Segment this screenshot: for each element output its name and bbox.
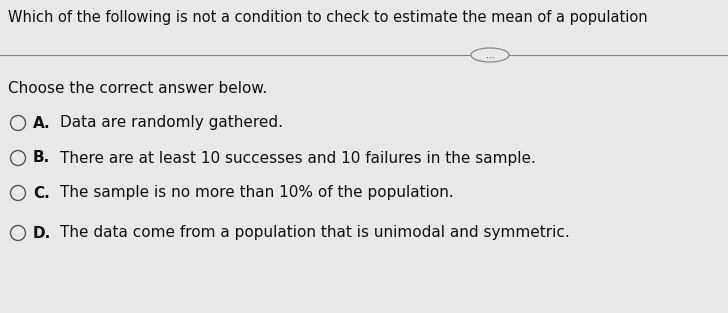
Text: ...: ... [486,50,494,59]
Text: A.: A. [33,115,51,131]
Ellipse shape [471,48,509,62]
Text: B.: B. [33,151,50,166]
Text: The sample is no more than 10% of the population.: The sample is no more than 10% of the po… [60,186,454,201]
Text: D.: D. [33,225,51,240]
Text: Choose the correct answer below.: Choose the correct answer below. [8,81,267,96]
Text: Which of the following is not a condition to check to estimate the mean of a pop: Which of the following is not a conditio… [8,10,648,25]
Text: C.: C. [33,186,50,201]
Text: There are at least 10 successes and 10 failures in the sample.: There are at least 10 successes and 10 f… [60,151,536,166]
Text: The data come from a population that is unimodal and symmetric.: The data come from a population that is … [60,225,570,240]
Text: Data are randomly gathered.: Data are randomly gathered. [60,115,283,131]
